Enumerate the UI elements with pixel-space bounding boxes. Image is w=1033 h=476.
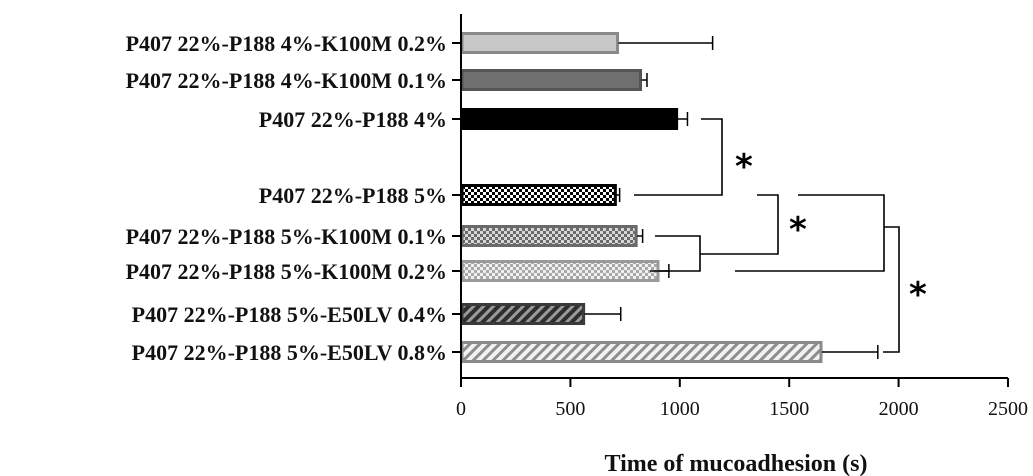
bars-layer bbox=[460, 32, 823, 363]
category-label: P407 22%-P188 5%-E50LV 0.8% bbox=[132, 340, 447, 365]
bar bbox=[460, 260, 660, 282]
bar bbox=[460, 108, 679, 130]
category-label: P407 22%-P188 4%-K100M 0.1% bbox=[126, 68, 447, 93]
category-label: P407 22%-P188 5%-K100M 0.2% bbox=[126, 259, 447, 284]
category-label: P407 22%-P188 5%-E50LV 0.4% bbox=[132, 302, 447, 327]
x-axis-title: Time of mucoadhesion (s) bbox=[605, 451, 868, 476]
bar bbox=[460, 69, 643, 91]
bar bbox=[460, 225, 638, 247]
bar bbox=[460, 303, 586, 325]
x-tick-label: 1000 bbox=[660, 398, 700, 420]
y-ticks-layer bbox=[452, 42, 461, 353]
significance-star-1: * bbox=[735, 147, 753, 187]
significance-bracket-1 bbox=[634, 118, 723, 196]
significance-brackets: * * * bbox=[634, 118, 927, 353]
category-label: P407 22%-P188 5% bbox=[259, 183, 447, 208]
x-tick-label: 1500 bbox=[769, 398, 809, 420]
bar bbox=[460, 32, 620, 54]
significance-bracket-2b bbox=[700, 194, 779, 255]
significance-bracket-3a bbox=[735, 194, 885, 272]
x-ticks-layer: 0 500 1000 1500 2000 2500 bbox=[456, 378, 1028, 420]
bar bbox=[460, 184, 617, 206]
significance-star-2: * bbox=[789, 210, 807, 250]
x-tick-label: 0 bbox=[456, 398, 466, 420]
x-tick-label: 500 bbox=[555, 398, 585, 420]
significance-bracket-3b bbox=[883, 226, 900, 353]
category-label: P407 22%-P188 5%-K100M 0.1% bbox=[126, 224, 447, 249]
category-label: P407 22%-P188 4%-K100M 0.2% bbox=[126, 31, 447, 56]
significance-star-3: * bbox=[909, 275, 927, 315]
category-label: P407 22%-P188 4% bbox=[259, 107, 447, 132]
category-labels-layer: P407 22%-P188 4%-K100M 0.2% P407 22%-P188… bbox=[126, 31, 447, 365]
x-tick-label: 2000 bbox=[879, 398, 919, 420]
bar bbox=[460, 341, 823, 363]
x-tick-label: 2500 bbox=[988, 398, 1028, 420]
